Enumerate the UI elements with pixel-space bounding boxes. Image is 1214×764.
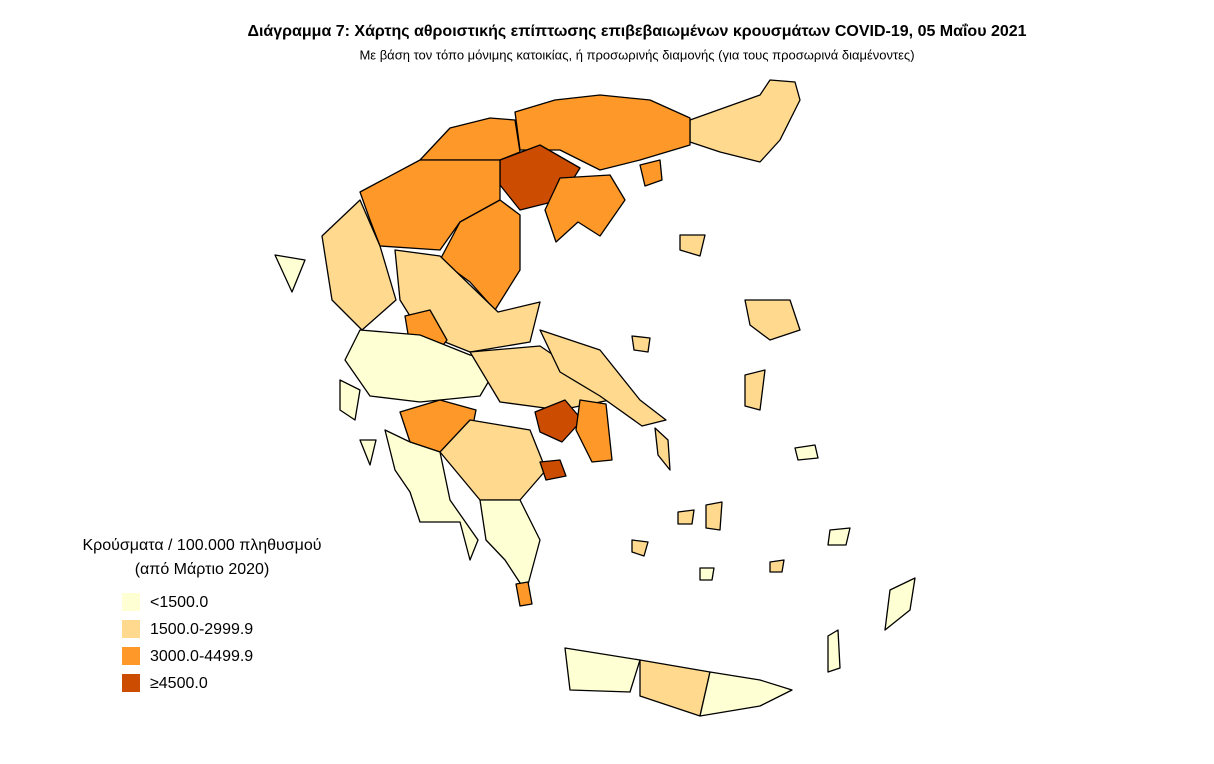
region — [479, 499, 541, 593]
region — [339, 379, 361, 421]
legend-swatch — [122, 647, 140, 665]
region — [575, 399, 613, 463]
legend-label: <1500.0 — [150, 594, 208, 611]
legend-swatch — [122, 593, 140, 611]
title: Διάγραμμα 7: Χάρτης αθροιστικής επίπτωση… — [247, 23, 1026, 40]
region — [321, 199, 397, 331]
region — [699, 671, 793, 717]
region — [274, 254, 306, 293]
subtitle: Με βάση τον τόπο μόνιμης κατοικίας, ή πρ… — [359, 47, 914, 62]
region — [639, 659, 711, 717]
region — [827, 629, 841, 673]
region — [544, 174, 626, 243]
legend-label: 1500.0-2999.9 — [150, 621, 253, 638]
legend-swatch — [122, 674, 140, 692]
region — [827, 527, 851, 546]
region — [639, 159, 663, 187]
region — [884, 577, 916, 631]
region — [769, 559, 785, 573]
region — [699, 567, 715, 581]
region — [539, 459, 567, 481]
region — [794, 444, 819, 461]
region — [344, 329, 501, 403]
region — [631, 335, 651, 353]
region — [515, 581, 533, 607]
region — [654, 427, 671, 471]
legend-label: ≥4500.0 — [150, 675, 208, 692]
legend-label: 3000.0-4499.9 — [150, 648, 253, 665]
region — [689, 79, 801, 163]
legend: <1500.0 1500.0-2999.9 3000.0-4499.9 ≥4500.0 — [122, 593, 253, 692]
region — [359, 439, 377, 466]
region — [744, 369, 766, 411]
region — [419, 117, 521, 161]
legend-swatch — [122, 620, 140, 638]
region — [384, 429, 479, 561]
region — [564, 647, 641, 693]
region — [534, 399, 583, 443]
legend-title: (από Μάρτιο 2020) — [135, 561, 270, 578]
region — [539, 329, 667, 427]
region — [744, 299, 801, 341]
region — [679, 234, 706, 257]
region — [631, 539, 649, 557]
region — [677, 509, 695, 525]
region — [705, 501, 723, 531]
legend-title: Κρούσματα / 100.000 πληθυσμού — [82, 537, 321, 554]
map — [274, 79, 916, 717]
